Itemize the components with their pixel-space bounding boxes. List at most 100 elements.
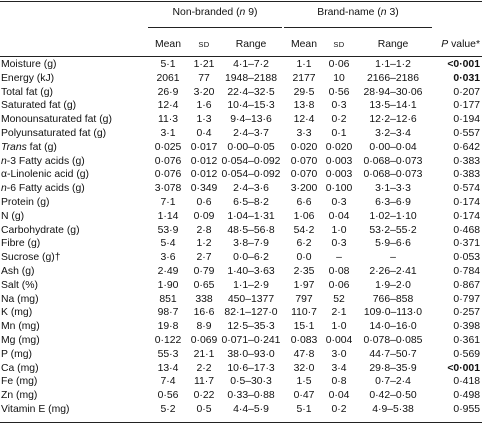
cell-m1: 3·078: [154, 183, 182, 195]
cell-sd2: 0·1: [331, 128, 347, 139]
cell-m2: 1·5: [296, 376, 312, 388]
cell-r1: 6·5–8·2: [233, 197, 269, 208]
cell-r1: 1·04–1·31: [227, 210, 275, 222]
cell-p: 0·498: [453, 390, 480, 402]
cell-p: 0·955: [453, 404, 480, 415]
group1-suffix: 9): [245, 7, 258, 18]
cell-r2: 0·078–0·085: [363, 335, 423, 346]
cell-sd2: 3·4: [331, 362, 347, 374]
cell-sd1: 0·012: [190, 169, 218, 181]
cell-sd1: 0·012: [190, 155, 218, 167]
cell-m2: 1·97: [293, 279, 315, 291]
row-label: K (mg): [1, 307, 33, 319]
cell-sd2: 0·04: [328, 210, 350, 222]
cell-r1: 1·40–3·63: [227, 266, 275, 277]
cell-m2: 0·47: [293, 390, 315, 402]
cell-m1: 13·4: [157, 362, 179, 374]
cell-r1: 12·5–35·3: [227, 321, 275, 333]
cell-r2: 0·7–2·4: [375, 376, 411, 388]
row-label: Ca (mg): [1, 362, 39, 374]
cell-m1: 7·4: [160, 376, 176, 388]
cell-r2: 53·2–55·2: [369, 224, 417, 236]
row-label: Ash (g): [1, 266, 35, 277]
cell-sd1: 21·1: [193, 348, 215, 360]
cell-r1: 22·4–32·5: [227, 86, 275, 98]
row-label: n-6 Fatty acids (g): [1, 182, 85, 195]
col-header-sd-2: SD: [333, 40, 345, 49]
group-header-non-branded: Non-branded (n 9): [148, 6, 282, 19]
cell-m1: 53·9: [157, 224, 179, 236]
row-label: Protein (g): [1, 197, 50, 208]
cell-p: 0·177: [453, 100, 480, 112]
cell-r2: 4·9–5·38: [372, 404, 414, 415]
row-label: Carbohydrate (g): [1, 224, 80, 236]
cell-m2: 0·070: [290, 155, 318, 167]
row-label: Fe (mg): [1, 376, 38, 388]
cell-sd2: 0·8: [331, 376, 347, 388]
cell-m2: 1·1: [296, 59, 312, 70]
cell-sd2: 0·3: [331, 197, 347, 208]
cell-sd1: 0·09: [193, 210, 215, 222]
col-header-mean-1: Mean: [155, 39, 181, 50]
cell-p: <0·001: [447, 59, 480, 70]
row-label: Energy (kJ): [1, 72, 55, 84]
cell-m2: 3·3: [296, 128, 312, 139]
cell-r1: 0·0–6·2: [233, 252, 269, 264]
cell-m1: 11·3: [157, 114, 179, 126]
bottom-rule: [0, 422, 482, 423]
cell-sd1: 0·4: [196, 128, 212, 139]
cell-sd2: 0·06: [328, 59, 350, 70]
cell-m2: 5·1: [296, 404, 312, 415]
cell-r2: 0·00–0·04: [369, 141, 417, 153]
cell-r1: 450–1377: [227, 293, 275, 305]
row-label-italic: n: [1, 183, 7, 195]
cell-r2: 1·1–1·2: [375, 59, 411, 70]
cell-sd1: 3·20: [193, 86, 215, 98]
cell-sd2: 52: [333, 293, 345, 305]
cell-m1: 0·56: [157, 390, 179, 402]
cell-p: 0·418: [453, 376, 480, 388]
cell-m1: 26·9: [157, 86, 179, 98]
cell-r1: 0·054–0·092: [221, 169, 281, 181]
cell-p: 0·574: [453, 183, 480, 195]
cell-sd1: 338: [195, 293, 213, 305]
cell-m2: 1·06: [293, 210, 315, 222]
cell-sd2: 0·3: [331, 238, 347, 250]
cell-m1: 0·076: [154, 155, 182, 167]
cell-r2: 12·2–12·6: [369, 114, 417, 126]
row-label: Total fat (g): [1, 86, 53, 98]
cell-r2: 3·1–3·3: [375, 183, 411, 195]
cell-r1: 3·8–7·9: [233, 238, 269, 250]
cell-r2: 44·7–50·7: [369, 348, 417, 360]
cell-sd2: 1·0: [331, 321, 347, 333]
group2-n: n: [380, 7, 387, 18]
row-label: Trans fat (g): [1, 141, 57, 154]
cell-r2: 2·26–2·41: [369, 266, 417, 277]
cell-m2: 54·2: [293, 224, 315, 236]
cell-p: <0·001: [447, 362, 480, 374]
cell-sd2: 0·06: [328, 279, 350, 291]
cell-r2: 109·0–113·0: [363, 307, 423, 319]
col-header-sd-1: SD: [198, 40, 210, 49]
row-label: Moisture (g): [1, 59, 57, 70]
group-header-brand-name: Brand-name (n 3): [284, 6, 432, 19]
col-header-range-2: Range: [377, 39, 409, 50]
cell-m1: 5·4: [160, 238, 176, 250]
row-label: Mg (mg): [1, 335, 40, 346]
cell-sd1: 0·65: [193, 279, 215, 291]
cell-sd1: 1·6: [196, 100, 212, 112]
cell-m2: 0·0: [296, 252, 312, 264]
cell-m1: 55·3: [157, 348, 179, 360]
cell-r2: 766–858: [372, 293, 414, 305]
row-label-italic: Trans: [1, 141, 27, 153]
cell-sd1: 0·5: [196, 404, 212, 415]
cell-r2: 14·0–16·0: [369, 321, 417, 333]
cell-m1: 98·7: [157, 307, 179, 319]
cell-sd1: 2·8: [196, 224, 212, 236]
cell-m2: 15·1: [293, 321, 315, 333]
cell-p: 0·468: [453, 224, 480, 236]
row-label: Zn (mg): [1, 390, 38, 402]
row-label: Sucrose (g)†: [1, 252, 61, 264]
group2-suffix: 3): [386, 7, 399, 18]
cell-p: 0·383: [453, 169, 480, 181]
